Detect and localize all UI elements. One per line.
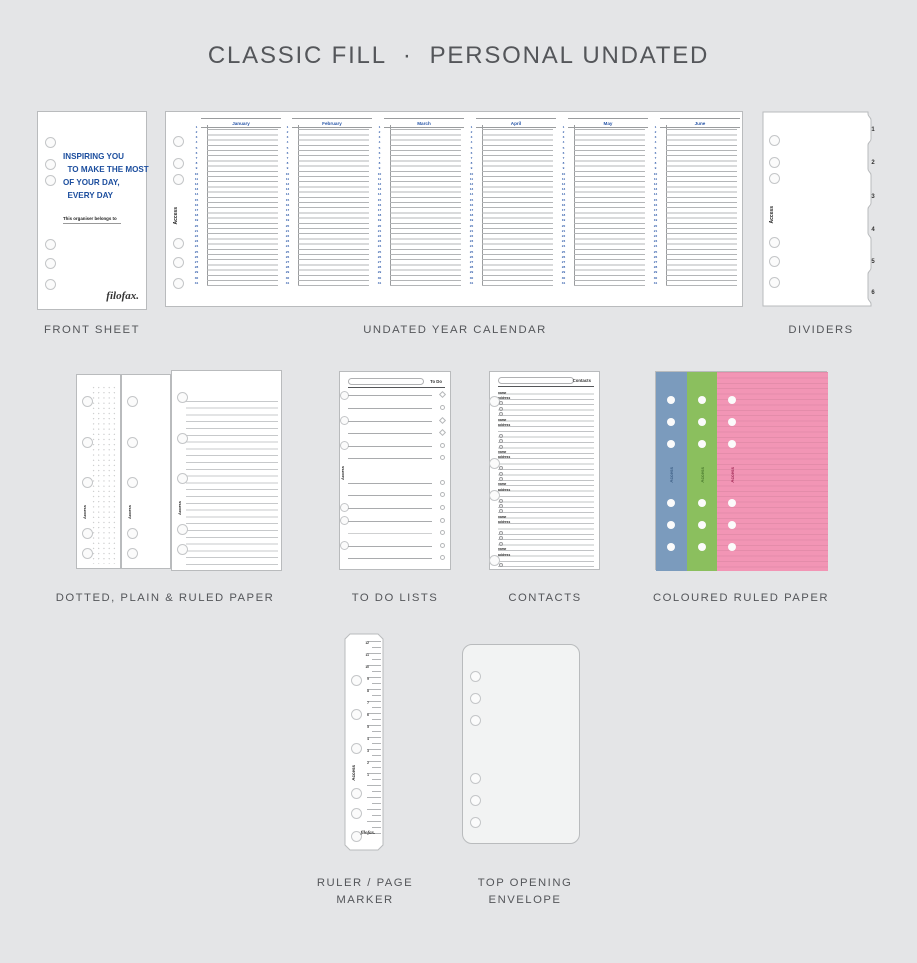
svg-text:1: 1 [871,127,875,133]
svg-text:3: 3 [871,194,875,200]
svg-text:4: 4 [871,227,875,233]
svg-text:2: 2 [871,160,875,166]
svg-text:6: 6 [871,290,875,296]
svg-text:5: 5 [871,259,875,265]
